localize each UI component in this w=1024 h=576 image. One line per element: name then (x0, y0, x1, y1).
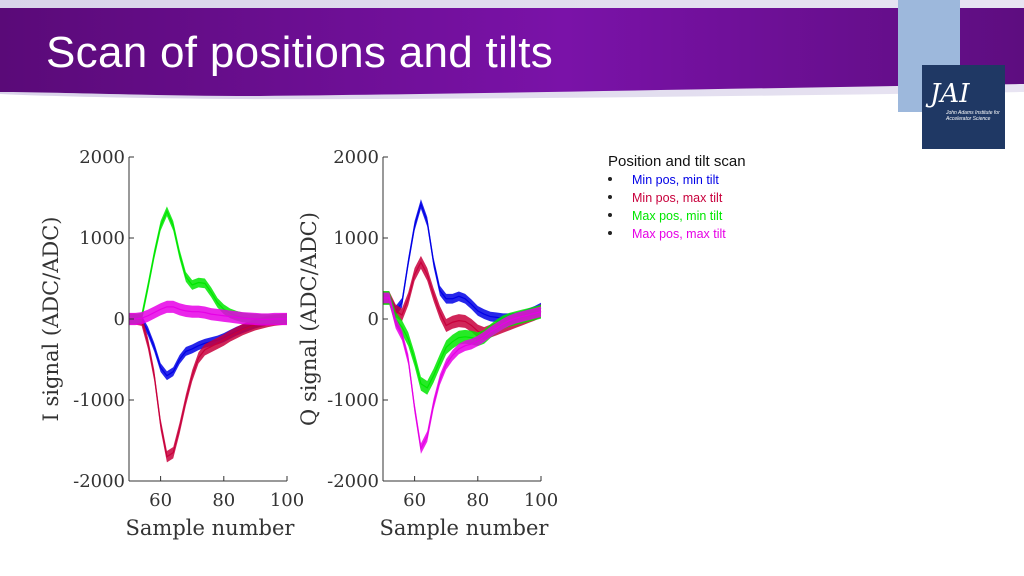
y-tick-label: -2000 (327, 471, 379, 492)
series-line (129, 306, 287, 321)
jai-logo: JAI John Adams Institute for Accelerator… (922, 65, 1005, 149)
y-axis-label: Q signal (ADC/ADC) (297, 212, 321, 426)
y-tick-label: 0 (368, 309, 379, 330)
series-band (383, 255, 541, 341)
legend-panel: Position and tilt scan Min pos, min tilt… (608, 153, 828, 245)
x-axis-label: Sample number (126, 516, 296, 540)
y-tick-label: 0 (114, 309, 125, 330)
x-axis-label: Sample number (380, 516, 550, 540)
y-tick-label: 1000 (79, 228, 125, 249)
legend-bullet (608, 195, 612, 199)
x-tick-label: 80 (212, 490, 235, 511)
legend-bullet (608, 213, 612, 217)
y-tick-label: -1000 (327, 390, 379, 411)
legend-item-label: Max pos, max tilt (632, 227, 726, 241)
y-tick-label: -1000 (73, 390, 125, 411)
legend-item-label: Min pos, max tilt (632, 191, 723, 205)
legend-item: Min pos, min tilt (608, 173, 828, 191)
legend-bullet (608, 177, 612, 181)
y-tick-label: 1000 (333, 228, 379, 249)
legend-title: Position and tilt scan (608, 153, 746, 170)
legend-item: Max pos, min tilt (608, 209, 828, 227)
logo-text: JAI (930, 79, 970, 109)
x-tick-label: 60 (403, 490, 426, 511)
logo-subtext: John Adams Institute for Accelerator Sci… (946, 110, 1000, 122)
x-tick-label: 80 (466, 490, 489, 511)
legend-item: Max pos, max tilt (608, 227, 828, 245)
y-axis-label: I signal (ADC/ADC) (39, 217, 63, 422)
y-tick-label: 2000 (79, 147, 125, 168)
y-tick-label: 2000 (333, 147, 379, 168)
series-band (129, 313, 287, 463)
series-line (383, 297, 542, 451)
legend-item: Min pos, max tilt (608, 191, 828, 209)
x-tick-label: 60 (149, 490, 172, 511)
slide-title: Scan of positions and tilts (46, 28, 554, 77)
legend-item-label: Max pos, min tilt (632, 209, 723, 223)
y-tick-label: -2000 (73, 471, 125, 492)
x-tick-label: 100 (524, 490, 558, 511)
legend-item-label: Min pos, min tilt (632, 173, 719, 187)
legend-bullet (608, 231, 612, 235)
x-tick-label: 100 (270, 490, 304, 511)
